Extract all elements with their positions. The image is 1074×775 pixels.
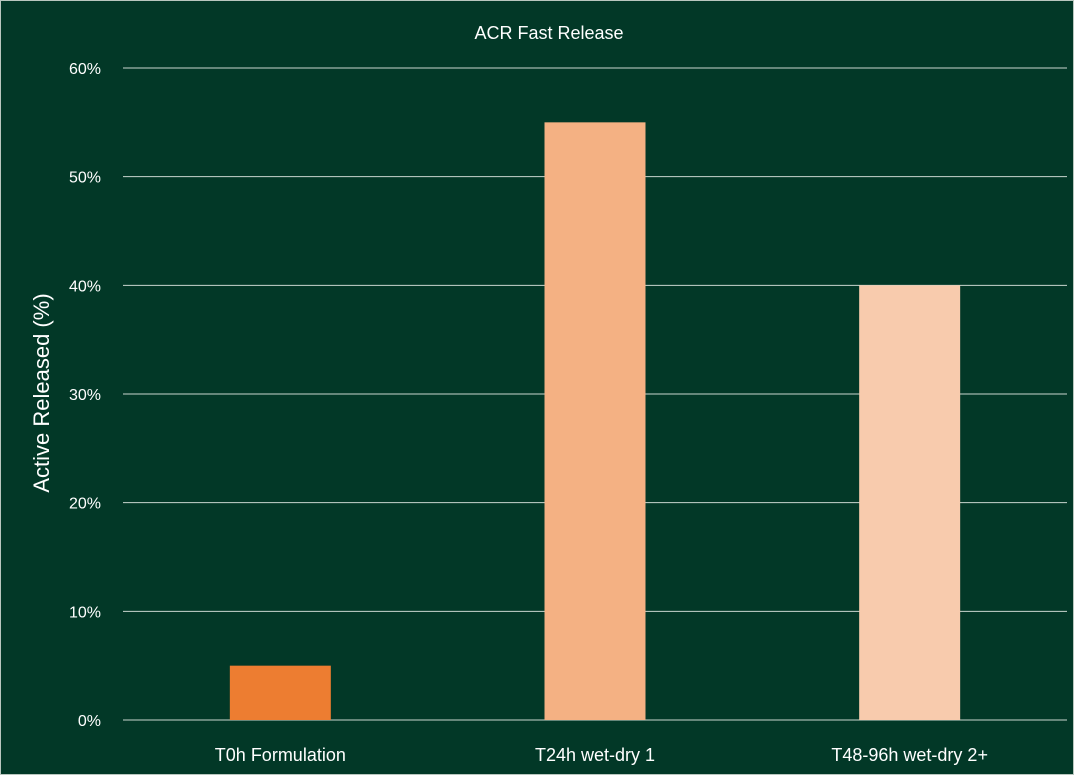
bar bbox=[229, 665, 331, 720]
x-category-labels: T0h Formulation T24h wet-dry 1 T48-96h wet… bbox=[215, 745, 988, 765]
bars bbox=[229, 122, 961, 721]
y-tick-label: 0% bbox=[78, 713, 101, 730]
y-tick-label: 50% bbox=[69, 170, 101, 187]
y-tick-label: 40% bbox=[69, 278, 101, 295]
x-category-label: T24h wet-dry 1 bbox=[535, 745, 655, 765]
y-tick-label: 10% bbox=[69, 604, 101, 621]
y-tick-labels: 0% 10% 20% 30% 40% 50% 60% bbox=[69, 61, 101, 730]
bar bbox=[859, 285, 961, 720]
x-category-label: T48-96h wet-dry 2+ bbox=[831, 745, 988, 765]
y-tick-label: 30% bbox=[69, 387, 101, 404]
y-tick-label: 60% bbox=[69, 61, 101, 78]
chart-title: ACR Fast Release bbox=[474, 23, 623, 43]
y-tick-label: 20% bbox=[69, 496, 101, 513]
x-category-label: T0h Formulation bbox=[215, 745, 346, 765]
y-axis-label: Active Released (%) bbox=[29, 293, 54, 492]
bar bbox=[544, 122, 646, 721]
